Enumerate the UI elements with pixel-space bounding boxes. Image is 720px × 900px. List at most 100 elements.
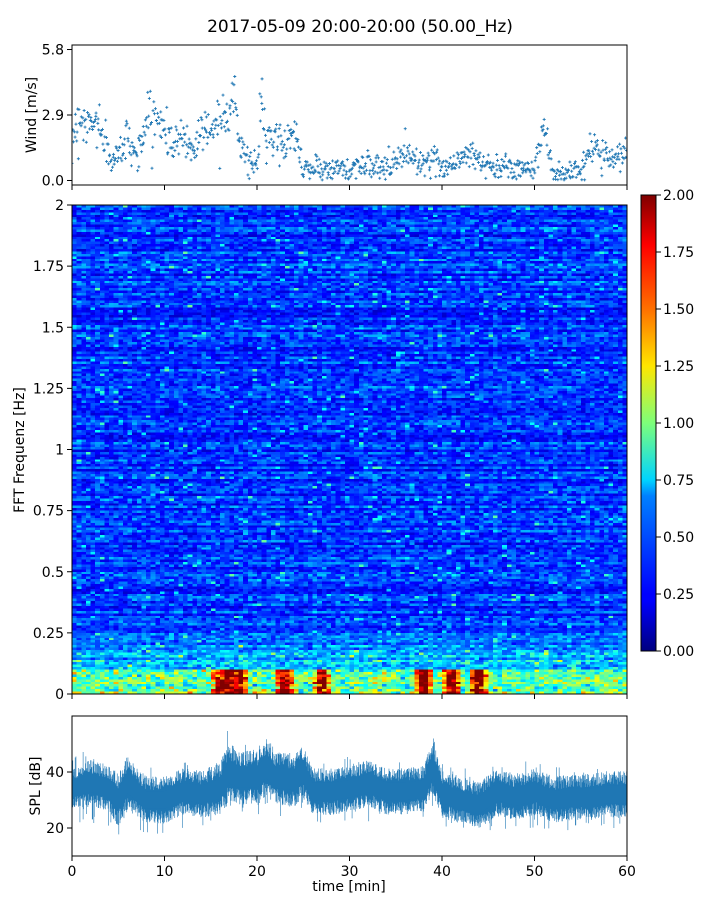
- wind-point: [242, 143, 246, 147]
- wind-point: [608, 150, 612, 154]
- wind-point: [231, 100, 235, 104]
- wind-point: [110, 158, 114, 162]
- wind-point: [606, 157, 610, 161]
- wind-point: [600, 174, 604, 178]
- wind-point: [493, 175, 497, 179]
- wind-point: [81, 138, 85, 142]
- wind-point: [212, 119, 216, 123]
- wind-point: [201, 148, 205, 152]
- wind-point: [120, 159, 124, 163]
- wind-point: [496, 158, 500, 162]
- wind-point: [73, 112, 77, 116]
- wind-point: [315, 154, 319, 158]
- wind-point: [308, 177, 312, 181]
- wind-point: [111, 165, 115, 169]
- wind-point: [587, 152, 591, 156]
- wind-point: [93, 118, 97, 122]
- wind-point: [331, 171, 335, 175]
- wind-point: [594, 140, 598, 144]
- wind-point: [453, 166, 457, 170]
- wind-point: [504, 164, 508, 168]
- wind-point: [124, 119, 128, 123]
- wind-point: [228, 112, 232, 116]
- spectrogram-y-tick-label: 2: [55, 198, 64, 214]
- wind-point: [553, 174, 557, 178]
- wind-point: [257, 144, 261, 148]
- wind-point: [135, 154, 139, 158]
- wind-point: [465, 147, 469, 151]
- wind-point: [306, 167, 310, 171]
- wind-point: [171, 146, 175, 150]
- wind-point: [370, 169, 374, 173]
- wind-point: [552, 169, 556, 173]
- wind-point: [288, 146, 292, 150]
- wind-point: [206, 135, 210, 139]
- wind-point: [417, 161, 421, 165]
- spl-x-tick-label: 10: [156, 864, 174, 880]
- wind-point: [384, 161, 388, 165]
- wind-point: [134, 152, 138, 156]
- wind-point: [85, 130, 89, 134]
- wind-point: [440, 161, 444, 165]
- wind-point: [565, 170, 569, 174]
- wind-point: [564, 176, 568, 180]
- wind-point: [597, 148, 601, 152]
- wind-point: [541, 128, 545, 132]
- wind-point: [103, 135, 107, 139]
- wind-point: [312, 171, 316, 175]
- wind-y-axis-label: Wind [m/s]: [24, 77, 40, 153]
- wind-point: [373, 170, 377, 174]
- wind-point: [153, 133, 157, 137]
- wind-point: [240, 146, 244, 150]
- wind-point: [283, 129, 287, 133]
- wind-point: [332, 167, 336, 171]
- colorbar-tick-label: 1.75: [663, 245, 694, 261]
- wind-point: [508, 158, 512, 162]
- wind-point: [611, 155, 615, 159]
- wind-point: [267, 126, 271, 130]
- wind-axes-frame: [71, 44, 628, 186]
- wind-point: [248, 154, 252, 158]
- wind-point: [143, 118, 147, 122]
- spl-core: [72, 755, 627, 815]
- wind-point: [435, 148, 439, 152]
- wind-point: [179, 118, 183, 122]
- wind-point: [497, 164, 501, 168]
- wind-point: [435, 150, 439, 154]
- wind-point: [530, 160, 534, 164]
- wind-point: [327, 173, 331, 177]
- wind-point: [316, 170, 320, 174]
- wind-point: [267, 140, 271, 144]
- wind-point: [359, 166, 363, 170]
- wind-point: [506, 175, 510, 179]
- wind-point: [618, 170, 622, 174]
- wind-point: [438, 174, 442, 178]
- wind-point: [536, 165, 540, 169]
- wind-point: [619, 147, 623, 151]
- wind-point: [121, 151, 125, 155]
- wind-point: [284, 154, 288, 158]
- wind-point: [580, 158, 584, 162]
- wind-point: [192, 149, 196, 153]
- wind-point: [234, 107, 238, 111]
- wind-point: [617, 157, 621, 161]
- wind-point: [484, 176, 488, 180]
- wind-point: [293, 120, 297, 124]
- wind-point: [595, 143, 599, 147]
- wind-point: [380, 169, 384, 173]
- wind-point: [164, 133, 168, 137]
- wind-point: [247, 158, 251, 162]
- wind-point: [272, 140, 276, 144]
- wind-point: [204, 115, 208, 119]
- wind-point: [419, 167, 423, 171]
- wind-point: [316, 164, 320, 168]
- wind-point: [509, 171, 513, 175]
- wind-point: [199, 116, 203, 120]
- wind-point: [576, 172, 580, 176]
- wind-point: [167, 127, 171, 131]
- wind-point: [223, 110, 227, 114]
- wind-point: [219, 122, 223, 126]
- wind-point: [101, 142, 105, 146]
- wind-point: [509, 161, 513, 165]
- wind-point: [524, 170, 528, 174]
